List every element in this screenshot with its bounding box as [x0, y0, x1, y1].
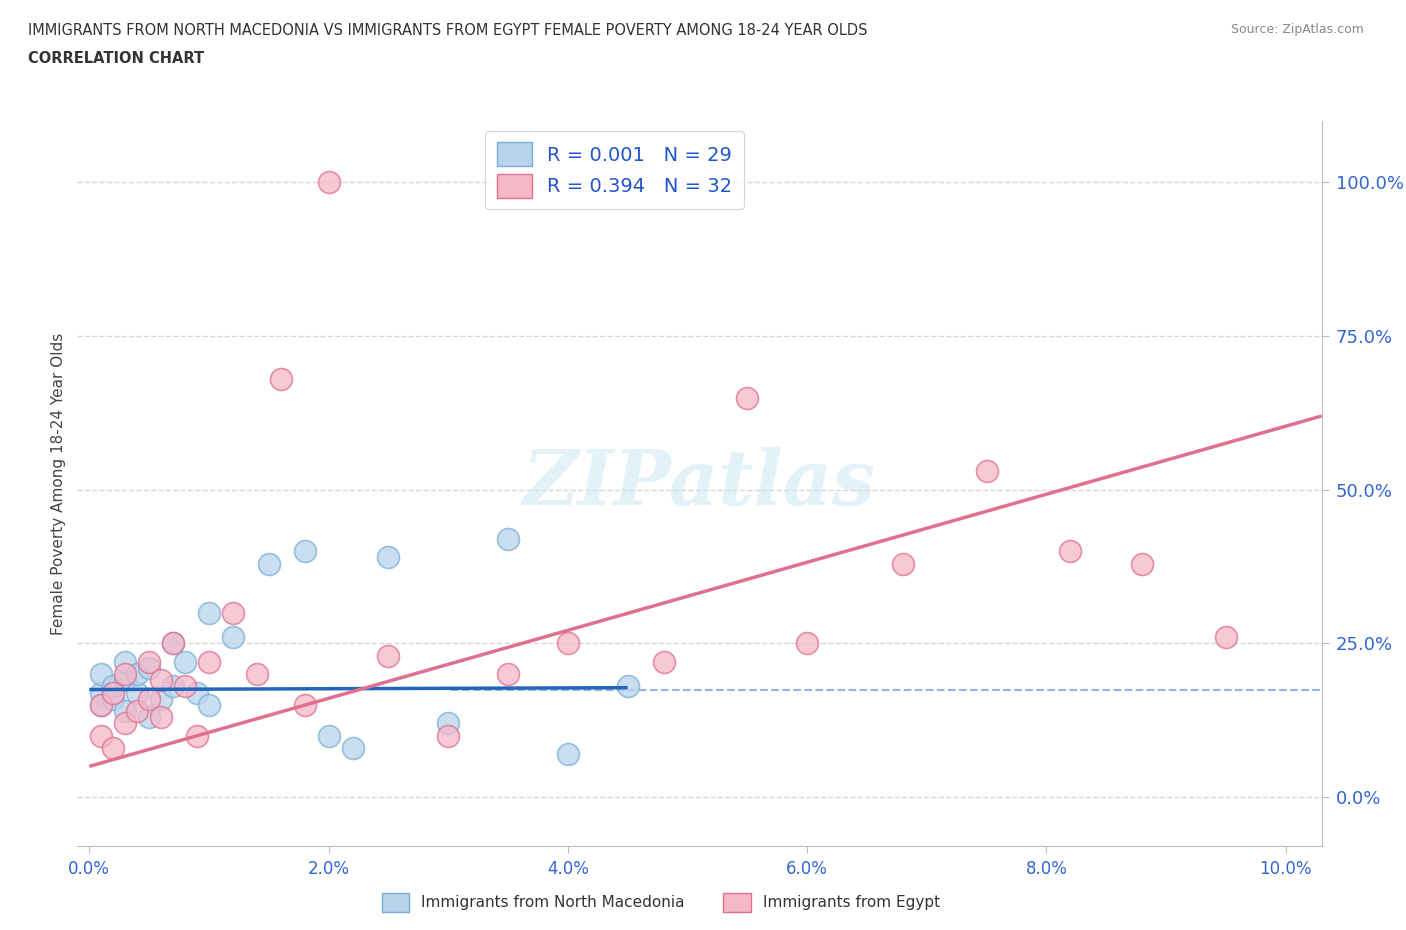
Point — [496, 531, 519, 546]
Point — [150, 673, 173, 688]
Point — [90, 728, 112, 743]
Point — [976, 464, 998, 479]
Text: Source: ZipAtlas.com: Source: ZipAtlas.com — [1230, 23, 1364, 36]
Point — [496, 667, 519, 682]
Point — [174, 679, 197, 694]
Point — [127, 685, 149, 700]
Point — [138, 655, 160, 670]
Text: CORRELATION CHART: CORRELATION CHART — [28, 51, 204, 66]
Point — [103, 685, 125, 700]
Point — [90, 685, 112, 700]
Point — [103, 740, 125, 755]
Point — [318, 175, 340, 190]
Legend: R = 0.001   N = 29, R = 0.394   N = 32: R = 0.001 N = 29, R = 0.394 N = 32 — [485, 130, 744, 209]
Point — [127, 667, 149, 682]
Point — [257, 556, 280, 571]
Point — [114, 704, 136, 719]
Point — [150, 691, 173, 706]
Point — [114, 655, 136, 670]
Point — [377, 550, 399, 565]
Point — [737, 390, 759, 405]
Point — [103, 691, 125, 706]
Point — [162, 636, 184, 651]
Point — [377, 648, 399, 663]
Point — [222, 630, 245, 644]
Y-axis label: Female Poverty Among 18-24 Year Olds: Female Poverty Among 18-24 Year Olds — [51, 333, 66, 635]
Point — [150, 710, 173, 724]
Point — [90, 698, 112, 712]
Point — [127, 704, 149, 719]
Point — [557, 747, 579, 762]
Point — [90, 698, 112, 712]
Point — [318, 728, 340, 743]
Point — [162, 636, 184, 651]
Point — [1059, 544, 1081, 559]
Point — [557, 636, 579, 651]
Point — [342, 740, 364, 755]
Point — [796, 636, 818, 651]
Point — [616, 679, 638, 694]
Point — [162, 679, 184, 694]
Point — [222, 605, 245, 620]
Point — [174, 655, 197, 670]
Point — [246, 667, 269, 682]
Point — [186, 728, 208, 743]
Point — [138, 710, 160, 724]
Point — [437, 728, 460, 743]
Point — [114, 716, 136, 731]
Point — [138, 691, 160, 706]
Point — [294, 544, 316, 559]
Point — [90, 667, 112, 682]
Point — [270, 372, 292, 387]
Point — [198, 655, 221, 670]
Point — [437, 716, 460, 731]
Point — [198, 605, 221, 620]
Point — [138, 660, 160, 675]
Point — [186, 685, 208, 700]
Legend: Immigrants from North Macedonia, Immigrants from Egypt: Immigrants from North Macedonia, Immigra… — [375, 887, 946, 918]
Text: IMMIGRANTS FROM NORTH MACEDONIA VS IMMIGRANTS FROM EGYPT FEMALE POVERTY AMONG 18: IMMIGRANTS FROM NORTH MACEDONIA VS IMMIG… — [28, 23, 868, 38]
Point — [114, 667, 136, 682]
Point — [294, 698, 316, 712]
Point — [891, 556, 914, 571]
Point — [1130, 556, 1153, 571]
Text: ZIPatlas: ZIPatlas — [523, 446, 876, 521]
Point — [103, 679, 125, 694]
Point — [1215, 630, 1237, 644]
Point — [198, 698, 221, 712]
Point — [114, 673, 136, 688]
Point — [652, 655, 675, 670]
